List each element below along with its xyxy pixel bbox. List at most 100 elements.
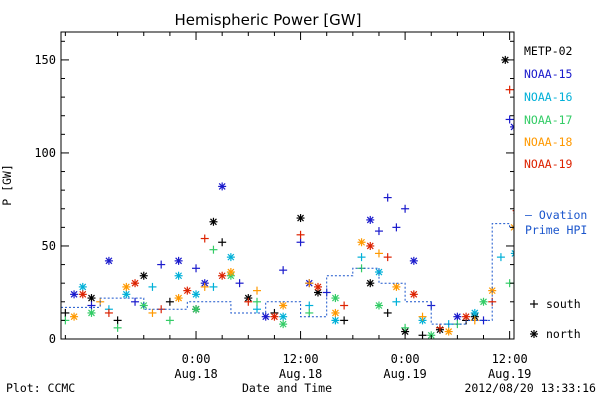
legend: METP-02 NOAA-15 NOAA-16 NOAA-17 NOAA-18 NOAA-… [524,44,587,341]
north-marker-icon [530,330,538,338]
metp-02-north-point [523,257,531,265]
noaa-15-south-point [374,227,383,236]
metp-02-north-point [313,288,322,297]
noaa-18-north-point [122,282,131,291]
noaa-16-south-point [305,301,314,310]
noaa-17-north-point [374,301,383,310]
noaa-19-north-point [183,286,192,295]
noaa-16-north-point [540,279,548,287]
noaa-19-south-point [104,308,113,317]
legend-series-label: METP-02 [524,44,572,58]
noaa-16-south-point [53,294,61,302]
x-tick-time-label: 12:00 [283,352,319,366]
noaa-15-north-point [409,256,418,265]
noaa-16-north-point [174,271,183,280]
noaa-16-north-point [0,302,8,310]
metp-02-south-point [593,320,600,328]
noaa-16-south-point [253,305,262,314]
metp-02-north-point [536,246,544,254]
metp-02-south-point [340,316,349,325]
noaa-15-south-point [401,204,410,213]
noaa-15-south-point [235,279,244,288]
noaa-19-south-point [340,301,349,310]
legend-series-label: NOAA-16 [524,90,573,104]
y-tick-label: 0 [49,332,56,346]
noaa-18-south-point [200,282,209,291]
metp-02-south-point [61,308,70,317]
metp-02-south-point [218,238,227,247]
noaa-19-north-point [462,312,471,321]
noaa-16-north-point [510,249,514,257]
noaa-19-north-point [366,241,375,250]
noaa-16-south-point [357,253,366,262]
noaa-16-north-point [279,312,288,321]
noaa-19-south-point [244,297,253,306]
noaa-16-south-point [148,282,157,291]
metp-02-south-point [113,316,122,325]
data-points [0,55,600,339]
noaa-17-north-point [279,320,288,329]
legend-series-label: NOAA-18 [524,135,573,149]
noaa-15-north-point [174,256,183,265]
noaa-16-north-point [226,253,235,262]
noaa-18-north-point [226,268,235,277]
plot-credit: Plot: CCMC [6,381,75,395]
noaa-16-south-point [523,253,531,261]
y-tick-label: 150 [34,53,56,67]
noaa-17-north-point [192,305,201,314]
noaa-16-south-point [392,297,401,306]
noaa-15-south-point [383,193,392,202]
noaa-15-south-point [87,301,96,310]
noaa-19-north-point [313,282,322,291]
noaa-15-north-point [534,171,542,179]
noaa-15-north-point [18,238,26,246]
metp-02-north-point [9,287,17,295]
metp-02-north-point [139,271,148,280]
legend-reference-label: Prime HPI [525,223,587,237]
noaa-19-north-point [409,290,418,299]
noaa-19-north-point [270,312,279,321]
metp-02-south-point [165,297,174,306]
noaa-15-north-point [514,127,522,135]
noaa-16-north-point [470,308,479,317]
noaa-16-north-point [122,290,131,299]
noaa-17-north-point [523,268,531,276]
metp-02-south-point [27,320,35,328]
noaa-15-south-point [549,264,557,272]
x-tick-date-label: Aug.18 [279,367,322,381]
noaa-15-south-point [157,260,166,269]
noaa-15-north-point [261,312,270,321]
noaa-19-south-point [200,234,209,243]
noaa-15-north-point [510,122,514,131]
metp-02-north-point [296,214,305,223]
noaa-15-north-point [453,312,462,321]
x-tick-date-label: Aug.19 [488,367,531,381]
metp-02-south-point [418,331,427,339]
noaa-19-south-point [549,287,557,295]
noaa-15-south-point [131,297,140,306]
noaa-18-north-point [540,283,548,291]
noaa-18-south-point [148,308,157,317]
y-axis-label: P [GW] [0,164,14,206]
metp-02-north-point [44,290,52,298]
noaa-19-south-point [53,302,61,310]
noaa-19-north-point [27,270,35,278]
noaa-17-north-point [87,308,96,317]
noaa-16-north-point [27,309,35,317]
noaa-19-north-point [78,290,87,299]
plot-frame [60,31,515,340]
metp-02-north-point [209,217,218,226]
noaa-15-north-point [70,290,79,299]
noaa-18-south-point [44,294,52,302]
noaa-18-south-point [305,279,314,288]
chart-title: Hemispheric Power [GW] [175,11,362,29]
x-axis-label: Date and Time [242,381,332,395]
noaa-19-south-point [0,316,8,324]
noaa-19-north-point [532,104,540,112]
legend-marker-label: north [546,327,581,341]
noaa-19-north-point [218,271,227,280]
metp-02-south-point [383,308,392,317]
y-tick-label: 50 [42,239,56,253]
noaa-18-north-point [70,312,79,321]
